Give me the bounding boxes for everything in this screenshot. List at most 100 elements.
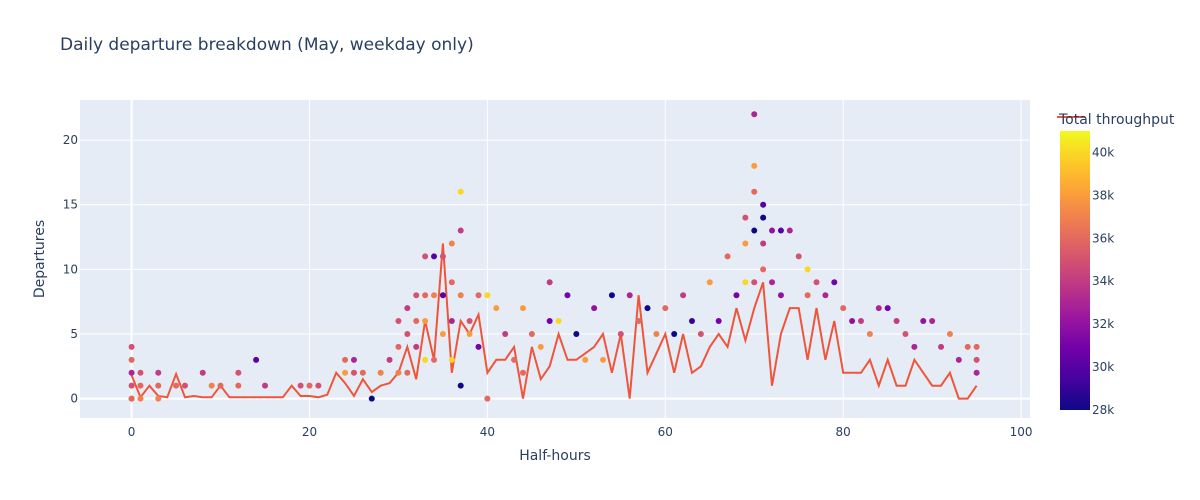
colorbar-tick-label: 28k: [1092, 403, 1114, 417]
colorbar-tick-label: 30k: [1092, 360, 1114, 374]
scatter-point: [742, 240, 749, 247]
scatter-point: [875, 305, 882, 312]
scatter-point: [528, 330, 535, 337]
throughput-line: [130, 243, 978, 400]
scatter-point: [893, 318, 900, 325]
scatter-point: [439, 253, 446, 260]
scatter-point: [680, 292, 687, 299]
scatter-point: [448, 279, 455, 286]
scatter-point: [724, 253, 731, 260]
scatter-point: [769, 279, 776, 286]
scatter-point: [733, 292, 740, 299]
scatter-point: [155, 369, 162, 376]
scatter-point: [591, 305, 598, 312]
plot-area: [80, 100, 1030, 418]
scatter-point: [350, 356, 357, 363]
scatter-point: [920, 318, 927, 325]
scatter-point: [804, 292, 811, 299]
y-tick-label: 5: [70, 327, 78, 341]
scatter-point: [413, 318, 420, 325]
scatter-point: [822, 292, 829, 299]
scatter-point: [617, 330, 624, 337]
scatter-point: [128, 395, 135, 402]
scatter-point: [297, 382, 304, 389]
scatter-point: [751, 279, 758, 286]
scatter-point: [964, 343, 971, 350]
scatter-point: [760, 240, 767, 247]
scatter-point: [306, 382, 313, 389]
scatter-point: [902, 330, 909, 337]
y-tick-label: 15: [63, 198, 78, 212]
scatter-point: [751, 188, 758, 195]
scatter-point: [395, 369, 402, 376]
scatter-point: [973, 369, 980, 376]
scatter-point: [137, 395, 144, 402]
colorbar-ticks: 28k 30k 32k 34k 36k 38k 40k: [1092, 145, 1114, 417]
scatter-point: [128, 382, 135, 389]
scatter-point: [804, 266, 811, 273]
scatter-point: [840, 305, 847, 312]
x-tick-label: 0: [128, 425, 136, 439]
scatter-point: [751, 162, 758, 169]
scatter-point: [235, 382, 242, 389]
legend[interactable]: Total throughput: [1057, 112, 1175, 128]
scatter-point: [457, 227, 464, 234]
grid-lines: [80, 100, 1030, 418]
scatter-point: [173, 382, 180, 389]
scatter-point: [493, 305, 500, 312]
y-tick-label: 0: [70, 392, 78, 406]
scatter-point: [671, 330, 678, 337]
scatter-point: [582, 356, 589, 363]
scatter-point: [973, 343, 980, 350]
scatter-point: [751, 111, 758, 118]
scatter-point: [813, 279, 820, 286]
scatter-point: [431, 356, 438, 363]
scatter-point: [777, 292, 784, 299]
scatter-point: [181, 382, 188, 389]
scatter-point: [235, 369, 242, 376]
scatter-point: [857, 318, 864, 325]
throughput-line-layer: [130, 243, 978, 400]
scatter-point: [208, 382, 215, 389]
scatter-point: [929, 318, 936, 325]
scatter-point: [137, 382, 144, 389]
scatter-point: [413, 343, 420, 350]
scatter-point: [422, 253, 429, 260]
scatter-point: [742, 214, 749, 221]
scatter-point: [688, 318, 695, 325]
scatter-point: [395, 318, 402, 325]
scatter-points: [128, 111, 980, 402]
scatter-point: [519, 305, 526, 312]
scatter-point: [911, 343, 918, 350]
x-axis-ticks: 0 20 40 60 80 100: [128, 425, 1033, 439]
scatter-point: [253, 356, 260, 363]
scatter-point: [448, 318, 455, 325]
scatter-point: [777, 227, 784, 234]
colorbar: [1060, 131, 1090, 410]
scatter-point: [199, 369, 206, 376]
x-tick-label: 80: [836, 425, 851, 439]
y-axis-title: Departures: [32, 220, 48, 298]
scatter-point: [475, 292, 482, 299]
x-axis-title: Half-hours: [519, 448, 591, 464]
colorbar-tick-label: 38k: [1092, 188, 1114, 202]
scatter-point: [938, 343, 945, 350]
scatter-point: [422, 292, 429, 299]
scatter-point: [359, 369, 366, 376]
scatter-point: [973, 356, 980, 363]
scatter-point: [537, 343, 544, 350]
scatter-point: [395, 343, 402, 350]
scatter-point: [137, 369, 144, 376]
scatter-point: [786, 227, 793, 234]
scatter-point: [155, 382, 162, 389]
colorbar-tick-label: 36k: [1092, 231, 1114, 245]
scatter-point: [404, 369, 411, 376]
scatter-point: [377, 369, 384, 376]
scatter-point: [439, 292, 446, 299]
scatter-point: [315, 382, 322, 389]
scatter-point: [484, 395, 491, 402]
scatter-point: [448, 240, 455, 247]
scatter-point: [946, 330, 953, 337]
scatter-point: [546, 318, 553, 325]
x-tick-label: 100: [1010, 425, 1033, 439]
